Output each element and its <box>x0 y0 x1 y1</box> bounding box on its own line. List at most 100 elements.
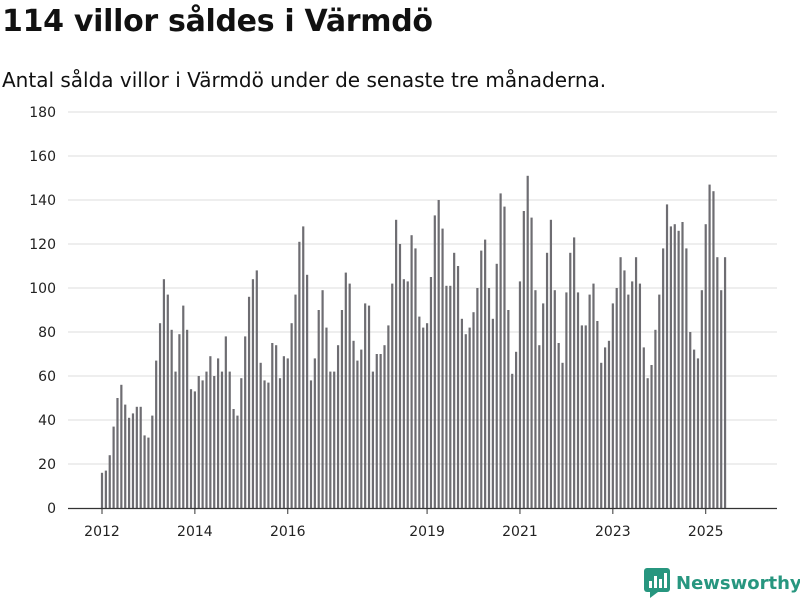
bar <box>309 380 313 508</box>
bar <box>600 362 603 508</box>
bar <box>534 290 537 508</box>
bar <box>174 371 177 508</box>
bar <box>290 323 293 508</box>
bar <box>259 362 262 508</box>
bar <box>162 279 166 508</box>
bar <box>638 283 642 508</box>
bar <box>336 345 340 508</box>
bar <box>286 358 289 508</box>
bar <box>356 360 359 508</box>
x-tick-label: 2025 <box>688 524 724 540</box>
bar <box>433 215 436 508</box>
bar <box>391 283 394 508</box>
bar <box>352 340 355 508</box>
bar <box>658 294 661 508</box>
bar <box>538 345 541 508</box>
bar <box>619 257 622 508</box>
bar <box>495 263 498 508</box>
bar <box>449 285 452 508</box>
bar <box>422 327 425 508</box>
bar <box>665 204 669 508</box>
bar <box>224 336 227 508</box>
bar <box>251 279 255 508</box>
bar <box>712 191 715 508</box>
y-tick-label: 0 <box>47 501 56 517</box>
bar <box>662 248 665 508</box>
bar <box>282 356 285 508</box>
bar <box>553 290 556 508</box>
bar <box>383 345 386 508</box>
bar <box>186 329 189 508</box>
bar <box>240 378 243 508</box>
bar <box>406 281 409 508</box>
bar <box>302 226 305 508</box>
bar <box>193 391 196 508</box>
y-tick-label: 120 <box>29 237 56 253</box>
bar <box>573 237 576 508</box>
bar <box>197 376 200 508</box>
bar <box>588 294 591 508</box>
bar <box>375 354 378 508</box>
bar <box>689 332 692 508</box>
bar <box>112 426 115 508</box>
bar <box>410 235 413 508</box>
bar <box>170 329 173 508</box>
bar <box>677 230 680 509</box>
bar <box>480 250 483 508</box>
bar <box>646 378 649 508</box>
bar <box>716 257 719 508</box>
bar <box>696 358 700 508</box>
bar <box>685 248 688 508</box>
bar <box>344 272 347 508</box>
bar <box>100 472 104 508</box>
bar <box>348 283 351 508</box>
bar <box>491 318 494 508</box>
bar <box>720 290 723 508</box>
bar <box>557 343 560 508</box>
bar <box>213 376 216 508</box>
bar <box>398 244 402 508</box>
bar <box>367 305 371 508</box>
bar <box>298 241 301 509</box>
chart-subtitle: Antal sålda villor i Värmdö under de sen… <box>2 68 607 92</box>
bar <box>484 239 487 508</box>
bar <box>402 279 405 508</box>
bar <box>371 371 374 508</box>
bar <box>472 312 475 508</box>
bar <box>255 270 258 508</box>
bar <box>627 294 630 508</box>
bar <box>127 417 131 508</box>
bar <box>139 406 142 508</box>
highlight-value-label: 114 <box>731 0 758 4</box>
bar <box>642 347 645 508</box>
bar <box>178 334 181 508</box>
bar <box>217 358 220 508</box>
bar <box>429 277 433 508</box>
bar <box>549 219 553 509</box>
bar <box>445 285 448 508</box>
bar <box>340 310 344 508</box>
bar <box>131 413 135 508</box>
bar <box>681 222 684 508</box>
bar <box>317 310 320 508</box>
bar <box>437 200 440 508</box>
bar <box>542 303 545 508</box>
bar <box>654 329 657 508</box>
chart-title: 114 villor såldes i Värmdö <box>2 4 433 39</box>
x-tick-label: 2021 <box>502 524 538 540</box>
bar <box>545 252 549 508</box>
y-tick-label: 160 <box>29 149 56 165</box>
bar <box>499 193 502 508</box>
bar <box>561 362 564 508</box>
bar <box>263 380 266 508</box>
bar <box>232 409 235 508</box>
bar <box>623 270 626 508</box>
bar <box>569 252 572 508</box>
bar <box>325 327 328 508</box>
bar <box>360 349 363 508</box>
bar <box>147 437 150 508</box>
bar <box>333 371 336 508</box>
y-tick-label: 40 <box>38 413 56 429</box>
newsworthy-logo: Newsworthy <box>644 568 800 598</box>
bar <box>460 318 464 508</box>
